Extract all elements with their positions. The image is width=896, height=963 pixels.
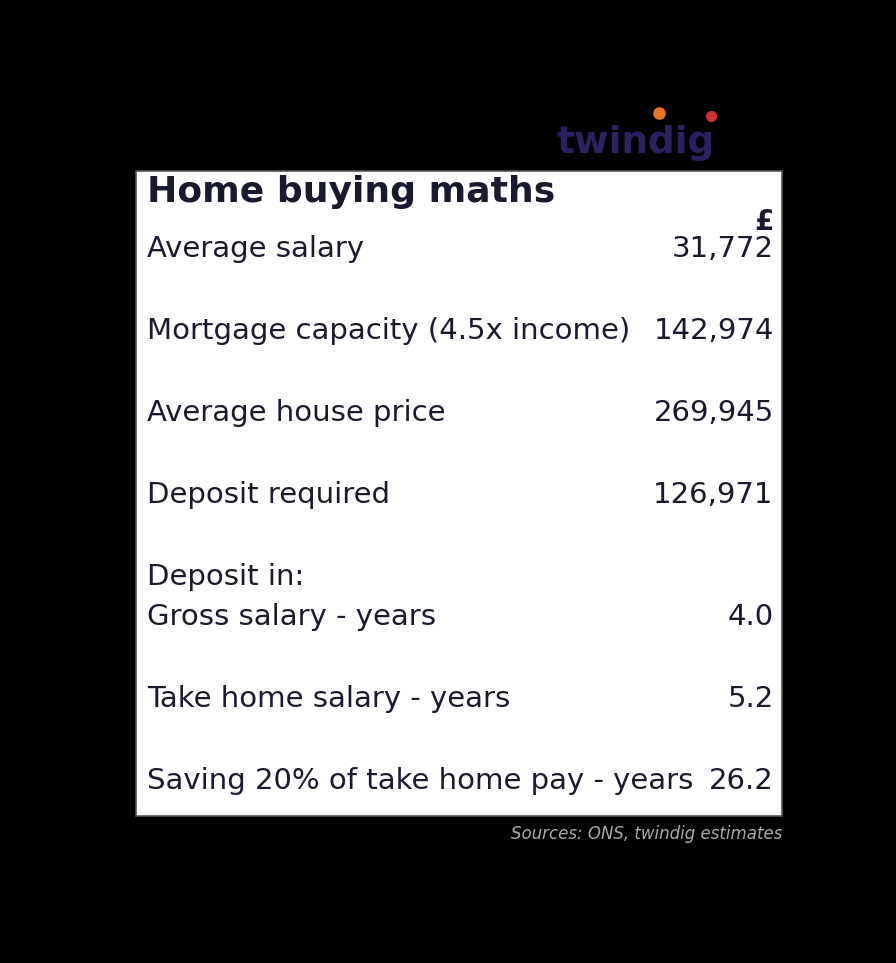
Text: 26.2: 26.2 [709,767,774,795]
Text: Deposit required: Deposit required [147,481,390,508]
Text: Average house price: Average house price [147,399,445,427]
Text: Home buying maths: Home buying maths [147,175,555,209]
Text: £: £ [754,208,774,236]
Text: 5.2: 5.2 [728,686,774,714]
Text: Mortgage capacity (4.5x income): Mortgage capacity (4.5x income) [147,317,630,345]
Text: Deposit in:: Deposit in: [147,562,304,590]
Text: Gross salary - years: Gross salary - years [147,604,435,632]
Text: Average salary: Average salary [147,236,364,264]
Bar [136,171,782,817]
Text: Sources: ONS, twindig estimates: Sources: ONS, twindig estimates [511,825,782,844]
Text: 142,974: 142,974 [653,317,774,345]
Text: Take home salary - years: Take home salary - years [147,686,510,714]
Text: twindig: twindig [556,125,715,162]
Text: 126,971: 126,971 [653,481,774,508]
Text: 31,772: 31,772 [672,236,774,264]
Text: Saving 20% of take home pay - years: Saving 20% of take home pay - years [147,767,694,795]
Text: 269,945: 269,945 [653,399,774,427]
Text: 4.0: 4.0 [728,604,774,632]
